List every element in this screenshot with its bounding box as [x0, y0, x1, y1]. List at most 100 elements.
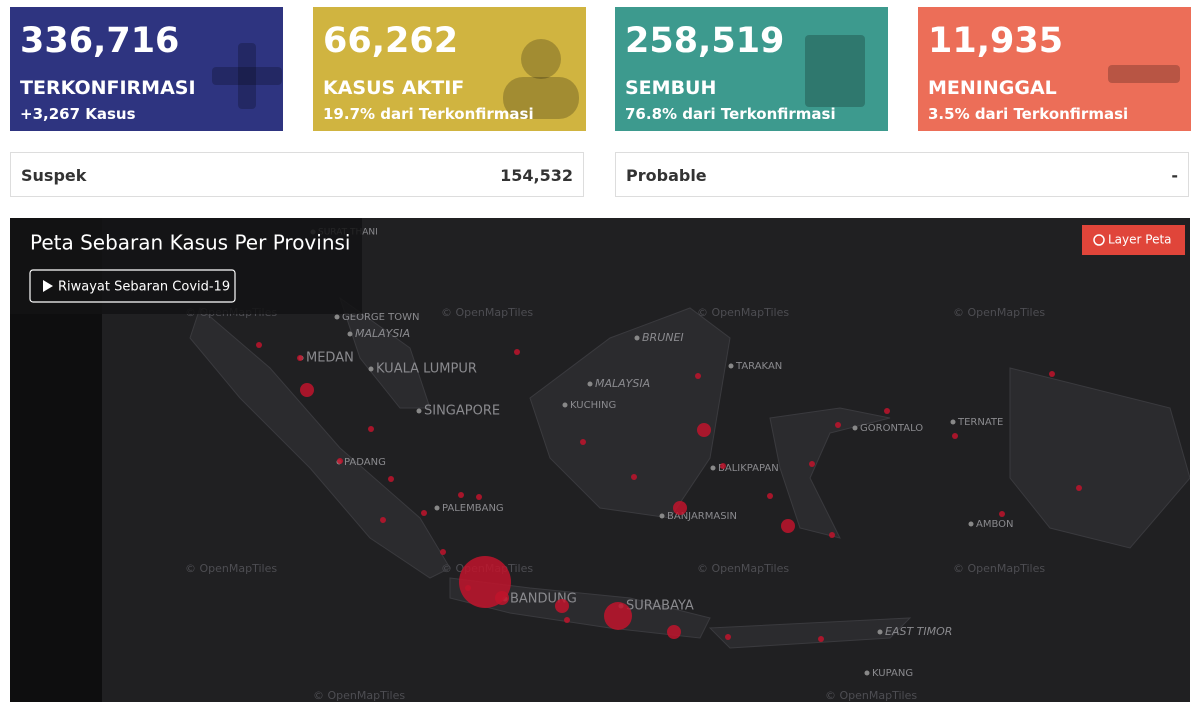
case-circle: [1049, 371, 1055, 377]
case-circle: [337, 458, 343, 464]
place-dot: [877, 629, 883, 635]
watermark: © OpenMapTiles: [697, 306, 789, 319]
place-dot: [587, 381, 593, 387]
card-icon: [212, 67, 282, 85]
place-label: TARAKAN: [735, 361, 782, 372]
case-circle: [555, 599, 569, 613]
case-circle: [476, 494, 482, 500]
history-button-label[interactable]: Riwayat Sebaran Covid-19: [58, 280, 230, 295]
watermark: © OpenMapTiles: [825, 689, 917, 702]
card-icon: [238, 43, 256, 109]
place-label: BRUNEI: [642, 331, 684, 344]
case-circle: [388, 476, 394, 482]
layer-icon: [1093, 234, 1105, 246]
case-circle: [631, 474, 637, 480]
layer-button-label[interactable]: Layer Peta: [1108, 233, 1172, 247]
place-label: AMBON: [976, 519, 1014, 530]
case-circle: [256, 342, 262, 348]
place-dot: [710, 465, 716, 471]
card-label: MENINGGAL: [928, 77, 1057, 99]
case-circle: [604, 602, 632, 630]
case-circle: [884, 408, 890, 414]
case-circle: [495, 591, 509, 605]
place-label: SINGAPORE: [424, 404, 500, 419]
land: [189, 296, 1190, 649]
summary-label: Probable: [626, 166, 707, 185]
summary-label: Suspek: [21, 166, 87, 185]
place-label: GORONTALO: [860, 423, 923, 434]
case-circle: [440, 549, 446, 555]
stat-card: 11,935 MENINGGAL 3.5% dari Terkonfirmasi: [918, 7, 1191, 131]
case-circle: [999, 511, 1005, 517]
case-circle: [835, 422, 841, 428]
card-sub: +3,267 Kasus: [20, 105, 136, 123]
summary-value: 154,532: [500, 166, 573, 185]
case-circle: [300, 383, 314, 397]
case-circle: [781, 519, 795, 533]
card-sub: 19.7% dari Terkonfirmasi: [323, 105, 534, 123]
case-circle: [458, 492, 464, 498]
case-circle: [952, 433, 958, 439]
summary-box: Suspek 154,532: [10, 152, 584, 197]
stat-card: 336,716 TERKONFIRMASI +3,267 Kasus: [10, 7, 283, 131]
card-label: SEMBUH: [625, 77, 717, 99]
place-label: MEDAN: [306, 351, 354, 366]
place-label: BALIKPAPAN: [718, 463, 779, 474]
case-circle: [695, 373, 701, 379]
place-label: TERNATE: [957, 417, 1003, 428]
case-circle: [720, 463, 726, 469]
card-icon: [805, 35, 865, 107]
stat-card: 258,519 SEMBUH 76.8% dari Terkonfirmasi: [615, 7, 888, 131]
case-circle: [767, 493, 773, 499]
case-circle: [580, 439, 586, 445]
place-label: GEORGE TOWN: [342, 312, 419, 323]
place-dot: [562, 402, 568, 408]
case-circle: [380, 517, 386, 523]
watermark: © OpenMapTiles: [185, 562, 277, 575]
history-button-frame[interactable]: [29, 269, 236, 303]
place-dot: [659, 513, 665, 519]
place-dot: [852, 425, 858, 431]
place-label: KUALA LUMPUR: [376, 362, 477, 377]
watermark: © OpenMapTiles: [953, 562, 1045, 575]
case-circle: [667, 625, 681, 639]
place-dot: [434, 505, 440, 511]
layer-button[interactable]: Layer Peta: [1082, 225, 1185, 255]
case-circle: [829, 532, 835, 538]
place-dot: [347, 331, 353, 337]
place-dot: [416, 408, 422, 414]
summary-value: -: [1171, 166, 1178, 185]
card-sub: 76.8% dari Terkonfirmasi: [625, 105, 836, 123]
card-icon: [1108, 65, 1180, 83]
history-button[interactable]: Riwayat Sebaran Covid-19: [29, 269, 236, 303]
place-dot: [368, 366, 374, 372]
card-sub: 3.5% dari Terkonfirmasi: [928, 105, 1129, 123]
watermark: © OpenMapTiles: [441, 306, 533, 319]
case-circle: [673, 501, 687, 515]
watermark: © OpenMapTiles: [953, 306, 1045, 319]
place-label: KUCHING: [570, 400, 616, 411]
case-circle: [368, 426, 374, 432]
layer-button-bg[interactable]: [1082, 225, 1185, 255]
place-dot: [950, 419, 956, 425]
case-circles: [256, 342, 1082, 642]
place-label: SURABAYA: [626, 599, 694, 614]
place-label: BANJARMASIN: [667, 511, 737, 522]
case-circle: [697, 423, 711, 437]
place-label: MALAYSIA: [595, 377, 650, 390]
place-dot: [334, 314, 340, 320]
case-circle: [514, 349, 520, 355]
place-dot: [728, 363, 734, 369]
title-panel: [10, 218, 362, 314]
watermark: © OpenMapTiles: [313, 689, 405, 702]
card-value: 66,262: [323, 21, 459, 61]
card-icon: [521, 39, 561, 79]
stat-card: 66,262 KASUS AKTIF 19.7% dari Terkonfirmas…: [313, 7, 586, 131]
place-label: MALAYSIA: [355, 327, 410, 340]
place-label: PADANG: [344, 457, 386, 468]
place-label: EAST TIMOR: [885, 625, 952, 638]
card-icon: [503, 77, 579, 119]
case-circle: [297, 355, 303, 361]
